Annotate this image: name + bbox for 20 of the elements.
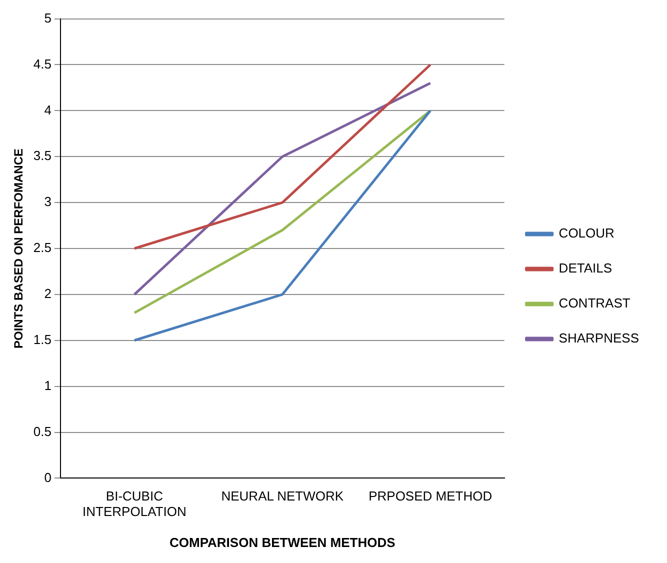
- y-tick-label: 4: [44, 102, 52, 118]
- legend-label: COLOUR: [558, 226, 614, 241]
- legend-label: DETAILS: [558, 260, 612, 276]
- y-tick-label: 1: [44, 378, 52, 393]
- x-tick-label: BI-CUBIC INTERPOLATION: [82, 488, 186, 520]
- y-tick-label: 0.5: [33, 424, 52, 439]
- y-tick-label: 1.5: [33, 332, 52, 347]
- y-tick-label: 2: [44, 286, 52, 302]
- x-tick-label: PRPOSED METHOD: [368, 488, 492, 504]
- x-tick-label: NEURAL NETWORK: [221, 488, 344, 504]
- y-tick-label: 0: [44, 470, 52, 485]
- y-tick-label: 3.5: [33, 148, 52, 164]
- legend-label: SHARPNESS: [558, 330, 640, 346]
- y-axis-title: POINTS BASED ON PERFOMANCE: [12, 148, 26, 349]
- y-tick-label: 4.5: [33, 56, 52, 72]
- legend-label: CONTRAST: [558, 296, 630, 311]
- x-axis-title: COMPARISON BETWEEN METHODS: [169, 534, 396, 550]
- y-tick-label: 3: [44, 194, 52, 210]
- y-tick-label: 2.5: [33, 240, 52, 256]
- y-tick-label: 5: [44, 10, 52, 26]
